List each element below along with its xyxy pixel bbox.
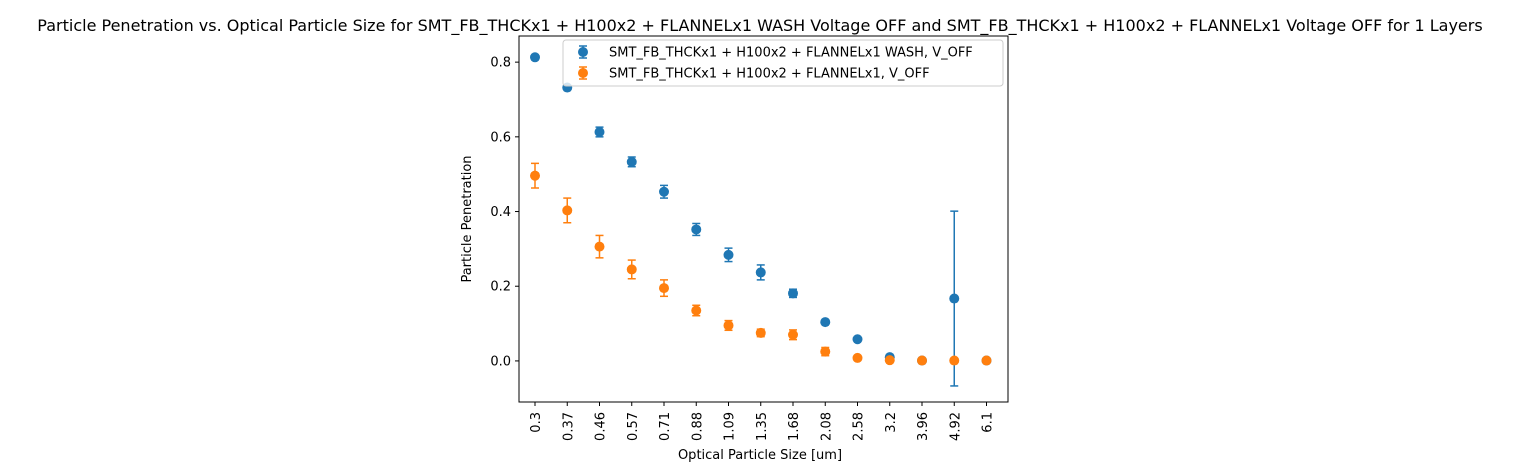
x-axis: 0.3 0.37 0.46 0.57 0.71 0.88 1.09 1.35 1.68 2.08 2… — [529, 402, 996, 441]
y-tick-label: 0.0 — [490, 354, 511, 369]
data-point — [755, 327, 766, 338]
data-point — [562, 205, 573, 216]
data-point — [917, 355, 927, 366]
legend-marker — [578, 68, 588, 78]
x-tick-label: 3.96 — [916, 412, 931, 441]
legend: SMT_FB_THCKx1 + H100x2 + FLANNELx1 WASH,… — [562, 39, 1004, 87]
data-point — [626, 156, 637, 167]
x-tick-label: 1.68 — [787, 412, 802, 441]
data-point — [949, 355, 960, 366]
data-point — [594, 241, 605, 252]
x-tick-label: 0.57 — [626, 412, 641, 441]
plot-frame — [518, 35, 1009, 403]
x-tick-label: 4.92 — [948, 412, 963, 441]
y-tick-label: 0.4 — [490, 205, 511, 220]
data-point — [659, 186, 669, 197]
x-tick-label: 0.37 — [561, 412, 576, 441]
series-2 — [530, 162, 992, 366]
chart-title: Particle Penetration vs. Optical Particl… — [37, 16, 1482, 36]
x-tick-label: 1.09 — [723, 412, 738, 441]
plot-area — [530, 52, 992, 387]
y-tick-label: 0.6 — [490, 130, 511, 145]
x-tick-label: 0.46 — [594, 412, 609, 441]
y-axis-label: Particle Penetration — [460, 155, 475, 282]
data-point — [981, 355, 992, 366]
data-point — [755, 267, 766, 278]
data-point — [788, 329, 798, 340]
x-tick-label: 0.3 — [529, 412, 544, 433]
x-tick-label: 0.71 — [658, 412, 673, 441]
data-point — [530, 170, 540, 181]
data-point — [788, 288, 798, 299]
data-point — [659, 283, 669, 294]
data-point — [820, 346, 831, 357]
x-tick-label: 2.58 — [852, 412, 867, 441]
legend-label: SMT_FB_THCKx1 + H100x2 + FLANNELx1, V_OF… — [609, 67, 930, 82]
data-point — [852, 352, 863, 363]
x-tick-label: 0.88 — [690, 412, 705, 441]
y-axis: 0.0 0.2 0.4 0.6 0.8 — [490, 56, 519, 369]
data-point — [723, 249, 734, 260]
y-tick-label: 0.8 — [490, 56, 511, 71]
x-tick-label: 6.1 — [981, 412, 996, 433]
data-point — [884, 355, 895, 366]
y-tick-label: 0.2 — [490, 280, 511, 295]
data-point — [626, 264, 637, 275]
legend-entry: SMT_FB_THCKx1 + H100x2 + FLANNELx1, V_OF… — [578, 66, 930, 82]
data-point — [530, 52, 540, 63]
legend-entry: SMT_FB_THCKx1 + H100x2 + FLANNELx1 WASH,… — [578, 45, 973, 61]
data-point — [691, 305, 702, 316]
x-tick-label: 3.2 — [884, 412, 899, 433]
legend-box — [562, 39, 1004, 87]
x-tick-label: 1.35 — [755, 412, 770, 441]
data-point — [691, 224, 702, 235]
legend-label: SMT_FB_THCKx1 + H100x2 + FLANNELx1 WASH,… — [609, 46, 973, 61]
x-axis-label: Optical Particle Size [um] — [678, 448, 842, 463]
data-point — [949, 293, 960, 304]
data-point — [820, 317, 831, 328]
data-point — [723, 320, 734, 331]
data-point — [594, 126, 605, 137]
legend-marker — [578, 47, 588, 57]
x-tick-label: 2.08 — [819, 412, 834, 441]
data-point — [852, 334, 863, 345]
